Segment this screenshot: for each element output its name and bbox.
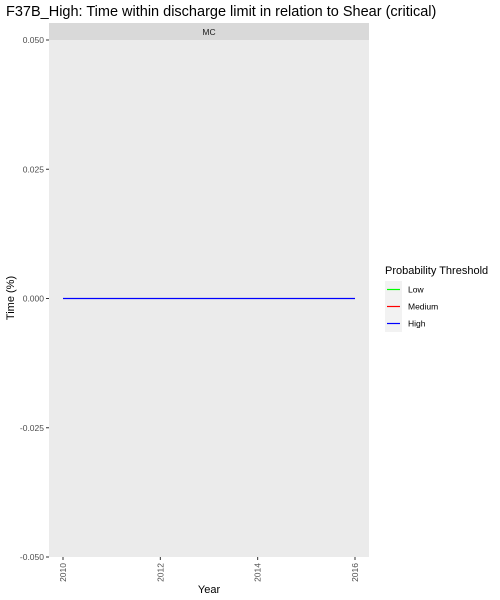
- x-axis-title: Year: [198, 584, 221, 596]
- y-axis-title: Time (%): [5, 276, 17, 320]
- y-tick-label: -0.025: [20, 423, 44, 433]
- y-tick-label: 0.050: [23, 35, 45, 45]
- chart-title: F37B_High: Time within discharge limit i…: [6, 4, 436, 20]
- legend-label: Low: [408, 285, 424, 295]
- x-tick-label: 2016: [350, 563, 360, 582]
- y-tick-label: 0.000: [23, 294, 45, 304]
- facet-label: MC: [202, 27, 215, 37]
- legend-label: Medium: [408, 302, 438, 312]
- x-tick-label: 2012: [155, 563, 165, 582]
- x-axis: 2010 2012 2014 2016: [58, 557, 360, 582]
- y-tick-label: 0.025: [23, 164, 45, 174]
- legend: Probability Threshold Low Medium High: [385, 265, 488, 332]
- x-tick-label: 2010: [58, 563, 68, 582]
- x-tick-label: 2014: [253, 563, 263, 582]
- legend-label: High: [408, 319, 426, 329]
- legend-title: Probability Threshold: [385, 265, 488, 277]
- facet-strip: [49, 23, 369, 40]
- y-tick-label: -0.050: [20, 552, 44, 562]
- y-axis: 0.050 0.025 0.000 -0.025 -0.050: [20, 35, 49, 562]
